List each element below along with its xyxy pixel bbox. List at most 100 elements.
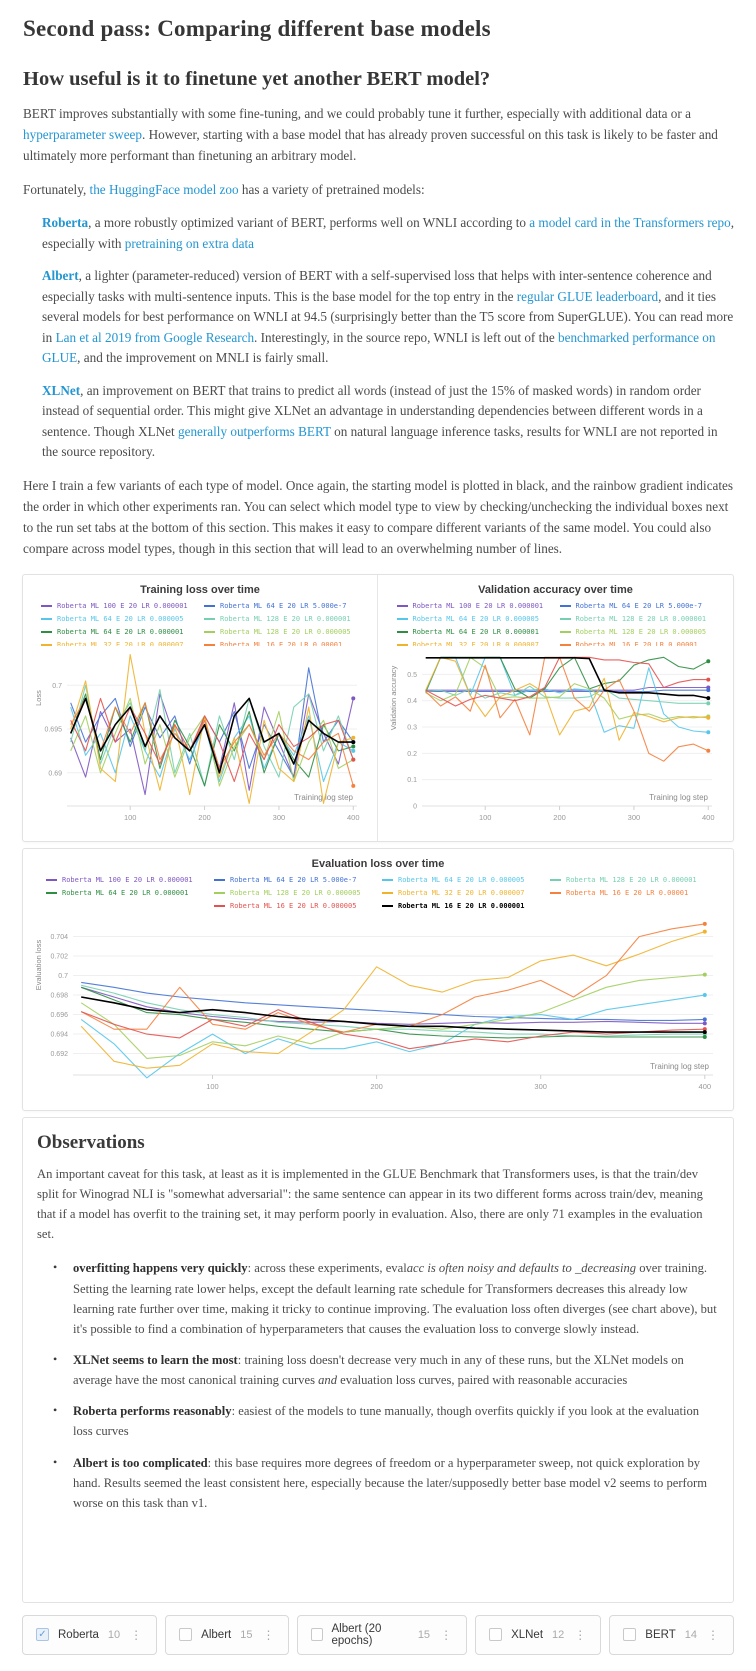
chart-plot-training[interactable]: 0.69 0.695 0.7 100 200 300 400 Training log ste… bbox=[31, 646, 369, 837]
legend-line-swatch bbox=[396, 618, 408, 621]
legend-line-swatch bbox=[214, 879, 225, 882]
inline-link[interactable]: the HuggingFace model zoo bbox=[89, 181, 239, 197]
panel-validation-accuracy[interactable]: Validation accuracy over time Roberta ML… bbox=[378, 575, 733, 841]
kebab-menu-icon[interactable]: ⋮ bbox=[440, 1627, 453, 1642]
inline-link[interactable]: Lan et al 2019 from Google Research bbox=[55, 329, 255, 345]
legend-item[interactable]: Roberta ML 64 E 20 LR 5.000e-7 bbox=[200, 600, 363, 613]
legend-item[interactable]: Roberta ML 64 E 20 LR 0.000001 bbox=[42, 887, 210, 900]
legend-item[interactable]: Roberta ML 100 E 20 LR 0.000001 bbox=[37, 600, 200, 613]
chart-plot-validation[interactable]: 0 0.1 0.2 0.3 0.4 0.5 100 200 300 400 Training log… bbox=[386, 646, 725, 837]
legend-item[interactable]: Roberta ML 128 E 20 LR 0.000005 bbox=[210, 887, 378, 900]
legend-line-swatch bbox=[214, 892, 225, 895]
training-description-paragraph: Here I train a few variants of each type… bbox=[23, 478, 734, 556]
observations-list: overfitting happens very quickly: across… bbox=[51, 1258, 717, 1513]
panel-evaluation-loss[interactable]: Evaluation loss over time Roberta ML 100… bbox=[23, 849, 733, 1110]
inline-link[interactable]: benchmarked performance on GLUE bbox=[42, 329, 716, 366]
svg-text:0.702: 0.702 bbox=[50, 953, 68, 960]
legend-item[interactable]: Roberta ML 128 E 20 LR 0.000001 bbox=[556, 613, 719, 626]
run-count-badge: 15 bbox=[417, 1628, 431, 1641]
run-checkbox-xlnet[interactable]: ✓ bbox=[489, 1628, 503, 1642]
svg-text:300: 300 bbox=[628, 813, 641, 822]
run-tab-roberta[interactable]: ✓ Roberta 10 ⋮ bbox=[22, 1614, 158, 1655]
legend-line-swatch bbox=[559, 631, 571, 634]
text-emphasis: XLNet seems to learn the most bbox=[73, 1352, 238, 1367]
svg-text:0.7: 0.7 bbox=[58, 973, 68, 980]
legend-run-name: Roberta ML 128 E 20 LR 0.000005 bbox=[220, 628, 351, 637]
legend-item[interactable]: Roberta ML 32 E 20 LR 0.000007 bbox=[393, 639, 556, 646]
legend-item[interactable]: Roberta ML 16 E 20 LR 0.00001 bbox=[556, 639, 719, 646]
legend-line-swatch bbox=[46, 879, 57, 882]
legend-item[interactable]: Roberta ML 100 E 20 LR 0.000001 bbox=[393, 600, 556, 613]
inline-link[interactable]: a model card in the Transformers repo bbox=[529, 215, 731, 231]
legend-item[interactable]: Roberta ML 64 E 20 LR 5.000e-7 bbox=[556, 600, 719, 613]
run-tab-xlnet[interactable]: ✓ XLNet 12 ⋮ bbox=[475, 1614, 602, 1655]
run-tab-bert[interactable]: ✓ BERT 14 ⋮ bbox=[609, 1614, 734, 1655]
chart-svg: 0.69 0.695 0.7 100 200 300 400 Training log ste… bbox=[34, 653, 360, 822]
legend-item[interactable]: Roberta ML 64 E 20 LR 0.000005 bbox=[393, 613, 556, 626]
legend-line-swatch bbox=[214, 905, 225, 908]
chart-plot-evaluation[interactable]: 0.692 0.694 0.696 0.698 0.7 0.702 0.704 100 200 3… bbox=[31, 913, 725, 1106]
svg-text:0.3: 0.3 bbox=[407, 724, 417, 731]
legend-item[interactable]: Roberta ML 64 E 20 LR 0.000001 bbox=[393, 626, 556, 639]
run-checkbox-bert[interactable]: ✓ bbox=[623, 1628, 637, 1642]
svg-text:Training log step: Training log step bbox=[650, 1062, 709, 1071]
run-tab-albert[interactable]: ✓ Albert 15 ⋮ bbox=[165, 1614, 290, 1655]
inline-link[interactable]: Albert bbox=[42, 268, 79, 284]
text-emphasis: Albert is too complicated bbox=[73, 1455, 208, 1470]
inline-link[interactable]: pretraining on extra data bbox=[124, 235, 255, 251]
inline-link[interactable]: regular GLUE leaderboard bbox=[516, 288, 659, 304]
legend-line-swatch bbox=[204, 644, 215, 646]
run-tab-label: Albert bbox=[201, 1628, 232, 1641]
run-checkbox-roberta[interactable]: ✓ bbox=[36, 1628, 49, 1642]
legend-run-name: Roberta ML 64 E 20 LR 0.000001 bbox=[57, 628, 184, 637]
legend-run-name: Roberta ML 64 E 20 LR 5.000e-7 bbox=[220, 602, 347, 611]
legend-item[interactable]: Roberta ML 64 E 20 LR 0.000005 bbox=[37, 613, 200, 626]
legend-item[interactable]: Roberta ML 16 E 20 LR 0.00001 bbox=[200, 639, 363, 646]
legend-line-swatch bbox=[204, 605, 215, 608]
legend-item[interactable]: Roberta ML 64 E 20 LR 0.000005 bbox=[378, 874, 546, 887]
kebab-menu-icon[interactable]: ⋮ bbox=[262, 1627, 275, 1642]
legend-item[interactable]: Roberta ML 128 E 20 LR 0.000001 bbox=[546, 874, 714, 887]
kebab-menu-icon[interactable]: ⋮ bbox=[574, 1627, 587, 1642]
chart-legend-validation[interactable]: Roberta ML 100 E 20 LR 0.000001 Roberta M… bbox=[386, 600, 725, 646]
chart-legend-evaluation[interactable]: Roberta ML 100 E 20 LR 0.000001 Roberta M… bbox=[31, 874, 725, 913]
svg-text:0.69: 0.69 bbox=[48, 770, 62, 777]
legend-line-swatch bbox=[41, 618, 52, 621]
chart-legend-training[interactable]: Roberta ML 100 E 20 LR 0.000001 Roberta M… bbox=[31, 600, 369, 646]
legend-item[interactable]: Roberta ML 16 E 20 LR 0.00001 bbox=[546, 887, 714, 900]
legend-item[interactable]: Roberta ML 100 E 20 LR 0.000001 bbox=[42, 874, 210, 887]
legend-item[interactable]: Roberta ML 64 E 20 LR 5.000e-7 bbox=[210, 874, 378, 887]
text-emphasis: Roberta performs reasonably bbox=[73, 1404, 232, 1419]
run-tab-albert-20-epochs[interactable]: ✓ Albert (20 epochs) 15 ⋮ bbox=[297, 1614, 468, 1655]
text-emphasis: acc is often noisy and defaults to _decr… bbox=[406, 1261, 637, 1276]
legend-run-name: Roberta ML 128 E 20 LR 0.000001 bbox=[220, 615, 351, 624]
inline-link[interactable]: generally outperforms BERT bbox=[178, 423, 331, 439]
legend-item[interactable]: Roberta ML 128 E 20 LR 0.000005 bbox=[556, 626, 719, 639]
kebab-menu-icon[interactable]: ⋮ bbox=[707, 1627, 719, 1642]
kebab-menu-icon[interactable]: ⋮ bbox=[130, 1627, 143, 1642]
panel-training-loss[interactable]: Training loss over time Roberta ML 100 E… bbox=[23, 574, 378, 841]
inline-link[interactable]: XLNet bbox=[42, 382, 81, 398]
legend-item[interactable]: Roberta ML 16 E 20 LR 0.000001 bbox=[378, 900, 546, 913]
legend-item[interactable]: Roberta ML 32 E 20 LR 0.000007 bbox=[378, 887, 546, 900]
run-tab-label: Albert (20 epochs) bbox=[331, 1622, 382, 1647]
legend-item[interactable]: Roberta ML 16 E 20 LR 0.000005 bbox=[210, 900, 378, 913]
legend-run-name: Roberta ML 128 E 20 LR 0.000001 bbox=[566, 876, 697, 885]
run-count-badge: 14 bbox=[684, 1628, 697, 1641]
legend-item[interactable]: Roberta ML 64 E 20 LR 0.000001 bbox=[37, 626, 200, 639]
svg-text:0.704: 0.704 bbox=[50, 934, 68, 941]
legend-item[interactable]: Roberta ML 32 E 20 LR 0.000007 bbox=[37, 639, 200, 646]
run-checkbox-albert[interactable]: ✓ bbox=[179, 1628, 193, 1642]
report-title: Second pass: Comparing different base mo… bbox=[23, 16, 491, 41]
run-checkbox-albert-20-epochs[interactable]: ✓ bbox=[311, 1628, 323, 1642]
legend-item[interactable]: Roberta ML 128 E 20 LR 0.000001 bbox=[200, 613, 363, 626]
chart-title-training: Training loss over time bbox=[140, 583, 260, 596]
legend-item[interactable]: Roberta ML 128 E 20 LR 0.000005 bbox=[200, 626, 363, 639]
legend-line-swatch bbox=[41, 605, 52, 608]
svg-text:Training log step: Training log step bbox=[649, 793, 708, 802]
legend-line-swatch bbox=[382, 892, 393, 895]
svg-text:400: 400 bbox=[699, 1082, 712, 1091]
inline-link[interactable]: hyperparameter sweep bbox=[23, 126, 142, 142]
inline-link[interactable]: Roberta bbox=[42, 215, 89, 231]
svg-text:100: 100 bbox=[124, 813, 137, 822]
